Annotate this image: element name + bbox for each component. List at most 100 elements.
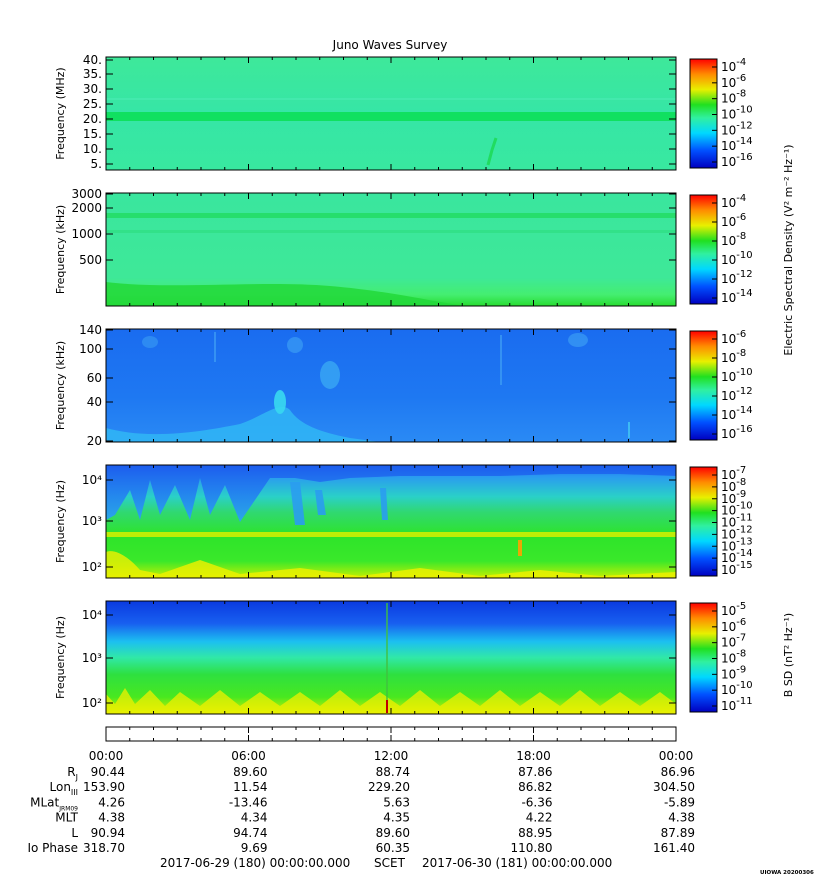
colorbar-1-tick-label: 10-6: [721, 73, 746, 90]
panel-4-plot: [106, 465, 676, 578]
footer-frame: SCET: [374, 856, 406, 870]
ephemeris-value: 90.44: [91, 765, 125, 779]
colorbar-label-electric: Electric Spectral Density (V² m⁻² Hz⁻¹): [782, 144, 795, 355]
colorbar-5-tick-label: 10-8: [721, 649, 746, 666]
ephemeris-row-label: RJ: [67, 765, 78, 782]
panel-3-ytick-label: 60: [87, 371, 102, 385]
colorbar-4-tick-label: 10-15: [721, 560, 753, 577]
panel-2-band-lower: [106, 230, 676, 233]
ephemeris-value: 4.38: [668, 811, 695, 825]
time-label: 06:00: [231, 749, 266, 763]
colorbar-label-magnetic: B SD (nT² Hz⁻¹): [782, 613, 795, 697]
colorbar-1-tick-label: 10-8: [721, 89, 746, 106]
colorbar-1-tick-label: 10-4: [721, 57, 746, 74]
panel-1-feature: [486, 137, 498, 166]
colorbar-3-tick-label: 10-10: [721, 367, 753, 384]
ephemeris-value: 5.63: [383, 795, 410, 809]
colorbar-2-tick-label: 10-8: [721, 231, 746, 248]
panel-5-ytick-label: 10³: [82, 651, 102, 665]
time-label: 12:00: [374, 749, 409, 763]
ephemeris-value: 318.70: [83, 841, 125, 855]
chart-title: Juno Waves Survey: [332, 38, 448, 52]
ephemeris-value: 4.35: [383, 811, 410, 825]
time-axis: [105, 726, 677, 742]
ephemeris-value: 89.60: [376, 826, 410, 840]
panel-5-ytick-label: 10⁴: [82, 608, 102, 622]
panel-2-band-upper: [106, 213, 676, 218]
panel-1: Frequency (MHz) 40.35.30.25.20.15.10.5.: [54, 53, 677, 171]
panel-2-ytick-label: 500: [79, 253, 102, 267]
colorbar-5-tick-label: 10-5: [721, 601, 746, 618]
panel-1-ytick-label: 25.: [83, 97, 102, 111]
ephemeris-value: 229.20: [368, 780, 410, 794]
time-label: 00:00: [659, 749, 694, 763]
colorbar-5-tick-label: 10-9: [721, 664, 746, 681]
ephemeris-value: 90.94: [91, 826, 125, 840]
panel-4-frame: [105, 464, 677, 579]
ephemeris-value: 161.40: [653, 841, 695, 855]
panel-3-emission-lower: [106, 407, 380, 442]
panel-5-spike: [386, 603, 388, 713]
colorbar-1-tick-label: 10-10: [721, 105, 753, 122]
footer-end-time: 2017-06-30 (181) 00:00:00.000: [422, 856, 612, 870]
ephemeris-value: 88.95: [518, 826, 552, 840]
ephemeris-value: -13.46: [229, 795, 268, 809]
ephemeris-value: 60.35: [376, 841, 410, 855]
panel-4-ytick-label: 10⁴: [82, 473, 102, 487]
ephemeris-value: 4.26: [98, 795, 125, 809]
panel-3-ylabel: Frequency (kHz): [54, 341, 67, 430]
panel-3-blob-b: [320, 361, 340, 389]
colorbar-2-tick-label: 10-4: [721, 193, 746, 210]
colorbar-5-tick-label: 10-10: [721, 680, 753, 697]
panel-4: Frequency (Hz) 10⁴ 10³ 10²: [54, 464, 677, 579]
colorbar-5: [689, 602, 718, 713]
panel-3-ytick-label: 20: [87, 434, 102, 448]
panel-5-ylabel: Frequency (Hz): [54, 616, 67, 699]
panel-3-blob-e: [142, 336, 158, 348]
colorbar-2-tick-label: 10-10: [721, 250, 753, 267]
ephemeris-row-label: MLT: [55, 811, 78, 825]
panel-4-ytick-label: 10³: [82, 514, 102, 528]
panel-3-streak-c: [628, 422, 630, 438]
ephemeris-table: 00:00 06:00 12:00 18:00 00:00 RJ 90.44 89.60 88.…: [27, 749, 695, 855]
panel-4-burst: [518, 540, 522, 556]
panel-3-blob-d: [568, 333, 588, 347]
panel-5-yaxis: Frequency (Hz) 10⁴ 10³ 10²: [54, 601, 677, 714]
panel-2-ytick-label: 3000: [71, 187, 102, 201]
ephemeris-value: -5.89: [664, 795, 695, 809]
panel-3-ytick-label: 100: [79, 342, 102, 356]
ephemeris-value: 89.60: [233, 765, 267, 779]
panel-3: Frequency (kHz) 140 100 60 40 20: [54, 323, 677, 448]
colorbar-5-tick-label: 10-11: [721, 696, 753, 713]
panel-1-ytick-label: 10.: [83, 142, 102, 156]
colorbar-4: [689, 466, 718, 577]
panel-4-blue-columns: [290, 482, 388, 525]
panel-1-band-faint: [106, 98, 676, 100]
ephemeris-value: 304.50: [653, 780, 695, 794]
ephemeris-value: 11.54: [233, 780, 267, 794]
ephemeris-value: -6.36: [521, 795, 552, 809]
panel-3-ytick-label: 40: [87, 395, 102, 409]
panel-5-plot: [106, 601, 676, 714]
colorbar-1-tick-label: 10-12: [721, 120, 753, 137]
ephemeris-value: 86.96: [661, 765, 695, 779]
ephemeris-value: 94.74: [233, 826, 267, 840]
colorbar-2-tick-label: 10-6: [721, 212, 746, 229]
panel-1-ytick-label: 15.: [83, 127, 102, 141]
panel-1-band-21mhz: [106, 112, 676, 121]
panel-4-yellow-band: [106, 532, 676, 537]
ephemeris-value: 4.38: [98, 811, 125, 825]
colorbars: 10-410-610-810-1010-1210-1410-1610-410-6…: [689, 57, 753, 713]
panel-5: Frequency (Hz) 10⁴ 10³ 10²: [54, 600, 677, 715]
colorbar-3-tick-label: 10-8: [721, 348, 746, 365]
panel-1-ytick-label: 40.: [83, 53, 102, 67]
ephemeris-value: 110.80: [511, 841, 553, 855]
panel-1-ytick-label: 20.: [83, 112, 102, 126]
ephemeris-value: 4.34: [241, 811, 268, 825]
panel-1-ytick-label: 35.: [83, 67, 102, 81]
colorbar-3: [689, 330, 718, 441]
panel-5-frame: [105, 600, 677, 715]
ephemeris-value: 9.69: [241, 841, 268, 855]
